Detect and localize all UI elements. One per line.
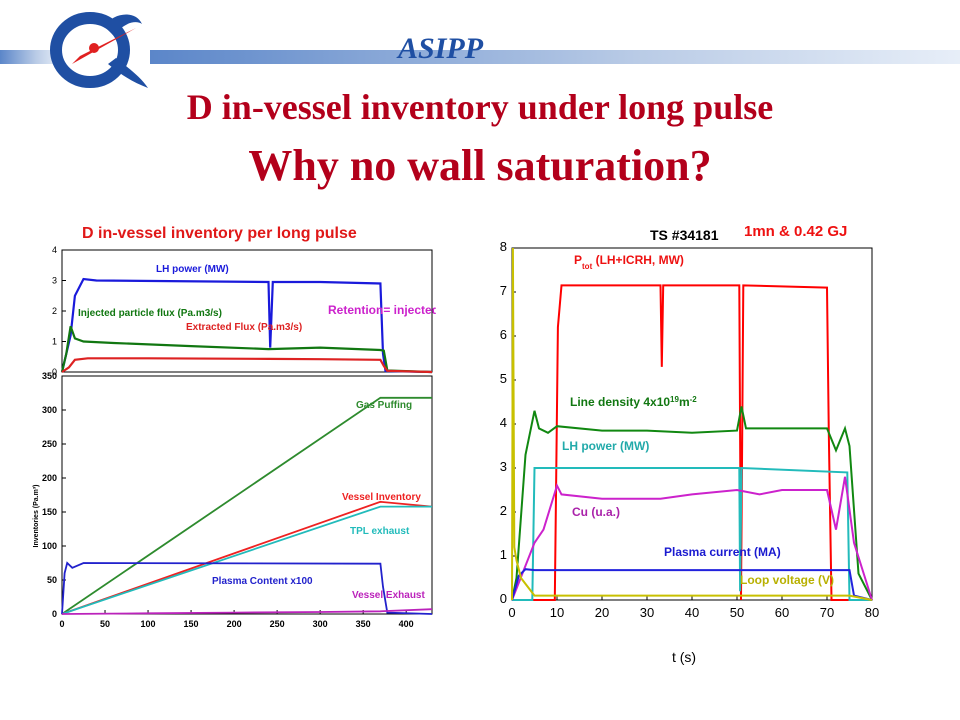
x-tick-label: 10 <box>550 605 564 620</box>
x-tick-label: 200 <box>227 619 242 629</box>
x-tick-label: 0 <box>59 619 64 629</box>
x-tick-label: 40 <box>685 605 699 620</box>
y-tick-label: 350 <box>42 371 57 381</box>
x-tick-label: 80 <box>865 605 879 620</box>
right-xlabel: t (s) <box>672 649 696 665</box>
series-line-1 <box>61 500 433 615</box>
y-tick-label: 0 <box>52 367 57 377</box>
y-tick-label: 2 <box>500 503 507 518</box>
right-chart-title: TS #34181 <box>650 227 719 243</box>
right-series-label-3: Cu (u.a.) <box>572 505 620 519</box>
series-line-0 <box>512 284 872 601</box>
top-annotation-1: Injected particle flux (Pa.m3/s) <box>78 308 222 319</box>
x-tick-label: 50 <box>100 619 110 629</box>
right-series-label-4: Plasma current (MA) <box>664 545 781 559</box>
series-line-3 <box>61 561 433 615</box>
plot-frame <box>61 375 433 615</box>
x-tick-label: 100 <box>141 619 156 629</box>
x-tick-label: 50 <box>730 605 744 620</box>
bottom-ylabel: Inventories (Pa.m³) <box>33 484 40 547</box>
series-line-1 <box>60 325 433 374</box>
bottom-series-label-2: TPL exhaust <box>350 526 410 537</box>
asipp-logo-icon <box>50 12 148 88</box>
right-chart-subtitle: 1mn & 0.42 GJ <box>744 223 847 240</box>
right-series-label-2: LH power (MW) <box>562 439 649 453</box>
bottom-series-label-3: Plasma Content x100 <box>212 576 313 587</box>
y-tick-label: 4 <box>52 245 57 255</box>
x-tick-label: 20 <box>595 605 609 620</box>
y-tick-label: 250 <box>42 439 57 449</box>
x-tick-label: 400 <box>399 619 414 629</box>
slide-subtitle: Why no wall saturation? <box>248 141 712 190</box>
series-line-2 <box>61 357 433 374</box>
y-tick-label: 100 <box>42 541 57 551</box>
org-name: ASIPP <box>398 32 484 65</box>
x-tick-label: 70 <box>820 605 834 620</box>
x-tick-label: 60 <box>775 605 789 620</box>
y-tick-label: 1 <box>500 547 507 562</box>
series-line-4 <box>61 608 433 615</box>
right-series-label-1: Line density 4x1019m-2 <box>570 395 697 410</box>
header-band-left <box>0 50 60 64</box>
y-tick-label: 5 <box>500 371 507 386</box>
right-series-label-0: Ptot (LH+ICRH, MW) <box>574 253 684 271</box>
y-tick-label: 4 <box>500 415 507 430</box>
x-tick-label: 30 <box>640 605 654 620</box>
y-tick-label: 300 <box>42 405 57 415</box>
bottom-plot: 0 50 100 150 200 250 300 350 0 50 100 150 200 250 300 3… <box>42 371 433 629</box>
y-tick-label: 50 <box>47 575 57 585</box>
right-series-label-5: Loop voltage (V) <box>740 573 834 587</box>
y-tick-label: 0 <box>52 609 57 619</box>
x-tick-label: 0 <box>508 605 515 620</box>
y-tick-label: 8 <box>500 239 507 254</box>
series-line-5 <box>511 247 873 601</box>
bottom-series-label-1: Vessel Inventory <box>342 492 421 503</box>
series-line-0 <box>61 396 432 615</box>
left-chart-panel: D in-vessel inventory per long pulse 0 1 2… <box>26 216 436 636</box>
series-line-0 <box>60 277 433 374</box>
y-tick-label: 1 <box>52 337 57 347</box>
top-annotation-3: Retention= injected <box>328 303 436 317</box>
bottom-series-label-0: Gas Puffing <box>356 400 412 411</box>
series-line-2 <box>512 466 872 601</box>
y-tick-label: 6 <box>500 327 507 342</box>
slide-title: D in-vessel inventory under long pulse <box>186 87 774 127</box>
y-tick-label: 3 <box>500 459 507 474</box>
y-tick-label: 2 <box>52 306 57 316</box>
bottom-series-label-4: Vessel Exhaust <box>352 590 425 601</box>
top-annotation-0: LH power (MW) <box>156 264 229 275</box>
series-line-2 <box>61 505 432 615</box>
x-tick-label: 250 <box>270 619 285 629</box>
series-line-3 <box>511 476 873 601</box>
x-tick-label: 350 <box>356 619 371 629</box>
x-tick-label: 150 <box>184 619 199 629</box>
x-tick-label: 300 <box>313 619 328 629</box>
y-tick-label: 200 <box>42 473 57 483</box>
top-annotation-2: Extracted Flux (Pa.m3/s) <box>186 322 302 333</box>
y-tick-label: 150 <box>42 507 57 517</box>
y-tick-label: 3 <box>52 276 57 286</box>
series-line-1 <box>511 406 873 601</box>
header-band-right <box>150 50 960 64</box>
left-chart-title: D in-vessel inventory per long pulse <box>82 225 357 242</box>
y-tick-label: 7 <box>500 283 507 298</box>
y-tick-label: 0 <box>500 591 507 606</box>
top-plot: 0 1 2 3 4 LH power (MW) Injected particle flux… <box>52 245 436 377</box>
